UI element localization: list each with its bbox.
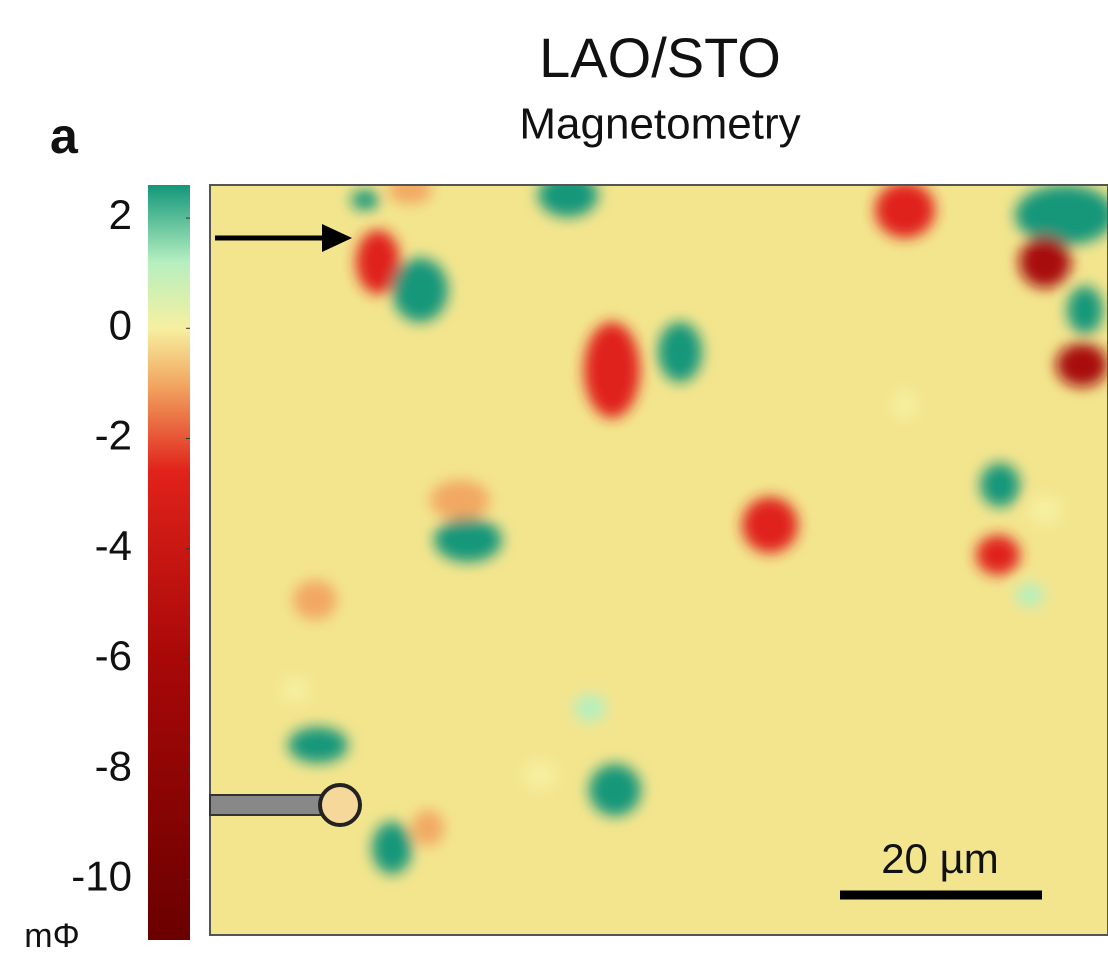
colorbar-tick-label: 2 xyxy=(109,191,132,238)
blob xyxy=(281,678,309,702)
blob xyxy=(1067,286,1103,334)
blob xyxy=(658,322,702,382)
colorbar-unit: mΦ xyxy=(24,917,79,955)
chart-title: LAO/STO xyxy=(539,26,781,89)
probe-arm xyxy=(209,794,326,816)
blob xyxy=(875,185,935,238)
blob xyxy=(388,185,432,204)
probe-loop xyxy=(318,783,362,827)
image-frame xyxy=(209,184,1108,936)
colorbar-tick-label: -6 xyxy=(95,632,132,679)
blob xyxy=(742,497,798,553)
blob xyxy=(980,463,1020,507)
blob xyxy=(893,391,917,419)
blob xyxy=(356,230,400,294)
blob xyxy=(372,822,412,874)
blob xyxy=(1056,343,1108,387)
blob xyxy=(584,322,640,418)
blob xyxy=(430,480,490,520)
blob xyxy=(976,535,1020,575)
blob xyxy=(293,580,337,620)
arrow-head xyxy=(322,224,352,252)
blob xyxy=(1019,236,1071,288)
blobs xyxy=(281,185,1108,874)
blob xyxy=(392,258,448,322)
blob xyxy=(351,190,379,210)
blob xyxy=(524,761,556,789)
colorbar-tick-label: -10 xyxy=(71,852,132,899)
colorbar-tick-label: -2 xyxy=(95,412,132,459)
blob xyxy=(412,810,444,846)
blob xyxy=(288,727,348,763)
colorbar-tick-label: -8 xyxy=(95,742,132,789)
blob xyxy=(1016,583,1044,607)
blob xyxy=(589,764,641,816)
chart-subtitle: Magnetometry xyxy=(519,100,800,149)
colorbar xyxy=(148,185,190,940)
blob xyxy=(538,185,598,217)
colorbar-tick-label: 0 xyxy=(109,301,132,348)
blob xyxy=(1015,185,1108,245)
scale-bar-label: 20 µm xyxy=(881,835,999,882)
blob xyxy=(434,518,502,562)
blob xyxy=(574,694,606,722)
blob xyxy=(1029,496,1061,524)
panel-label: a xyxy=(50,108,79,164)
colorbar-tick-label: -4 xyxy=(95,522,132,569)
